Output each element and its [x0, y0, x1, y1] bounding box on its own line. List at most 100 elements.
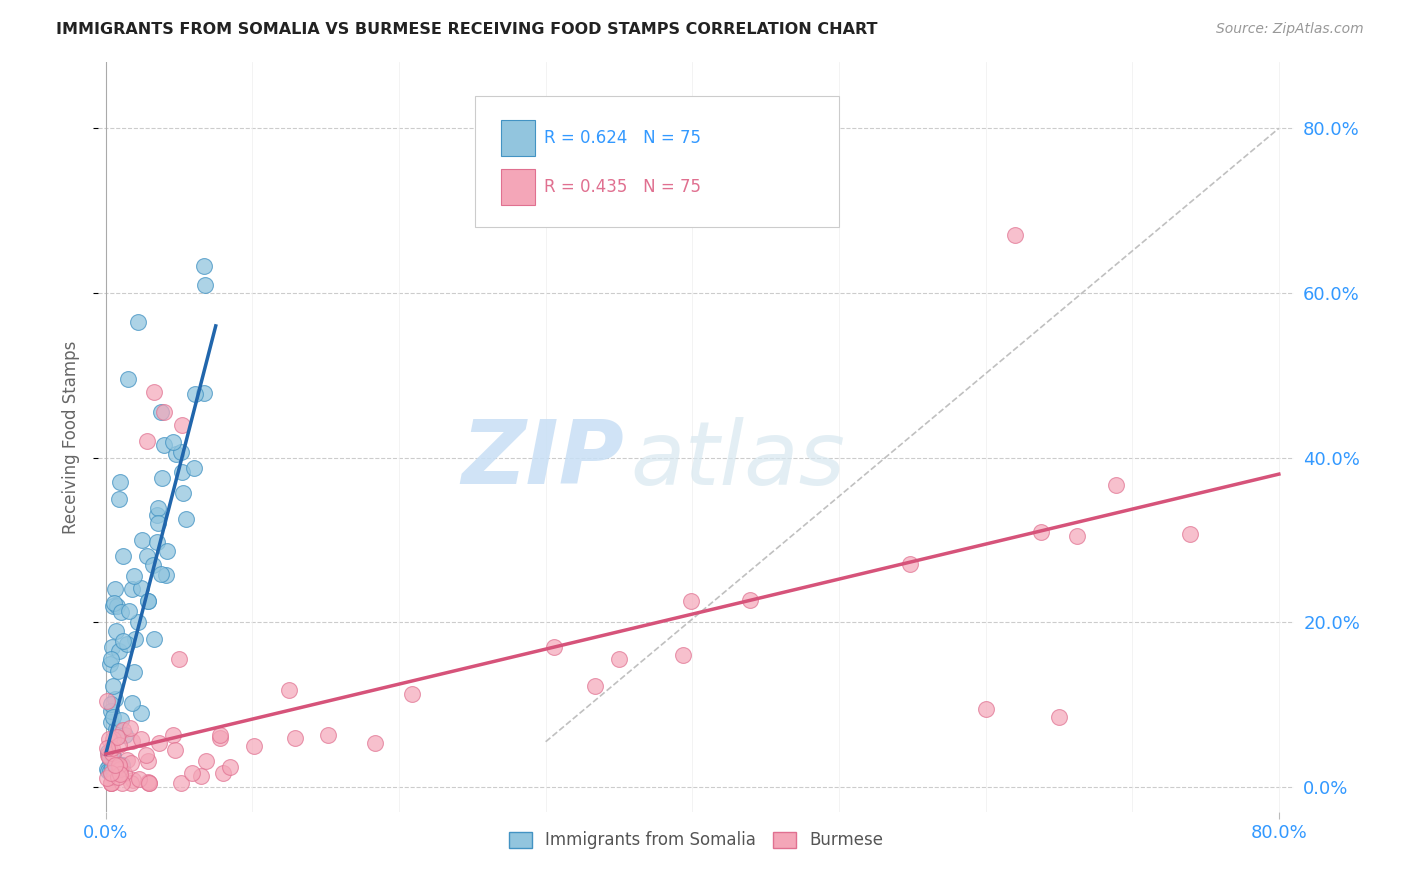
- Point: [114, 728, 136, 742]
- Point: [155, 544, 177, 558]
- Point: [364, 736, 387, 750]
- Point: [138, 776, 160, 790]
- Point: [128, 772, 150, 786]
- Point: [180, 766, 202, 780]
- Point: [143, 384, 166, 399]
- Point: [146, 508, 169, 523]
- Point: [96, 694, 118, 708]
- Point: [583, 679, 606, 693]
- Point: [316, 729, 339, 743]
- Point: [142, 558, 165, 572]
- Point: [135, 549, 157, 564]
- Point: [101, 679, 124, 693]
- Point: [111, 758, 134, 772]
- Point: [401, 687, 423, 701]
- Point: [681, 594, 703, 608]
- Point: [135, 434, 157, 449]
- Point: [136, 775, 159, 789]
- Point: [103, 764, 125, 778]
- Point: [195, 754, 218, 768]
- Point: [1047, 710, 1070, 724]
- Point: [136, 593, 159, 607]
- Point: [898, 558, 921, 572]
- Point: [112, 723, 135, 738]
- Point: [1105, 478, 1128, 492]
- Point: [98, 764, 121, 778]
- Point: [110, 713, 132, 727]
- Point: [110, 475, 132, 490]
- Text: IMMIGRANTS FROM SOMALIA VS BURMESE RECEIVING FOOD STAMPS CORRELATION CHART: IMMIGRANTS FROM SOMALIA VS BURMESE RECEI…: [56, 22, 877, 37]
- Point: [110, 758, 132, 772]
- Point: [183, 460, 205, 475]
- Point: [740, 593, 762, 607]
- Point: [211, 766, 233, 780]
- Point: [100, 776, 122, 790]
- Point: [284, 731, 307, 745]
- Point: [169, 445, 191, 459]
- Point: [208, 731, 231, 746]
- Point: [108, 766, 131, 780]
- Point: [150, 566, 173, 581]
- Point: [136, 754, 159, 768]
- Point: [98, 657, 121, 671]
- Point: [607, 652, 630, 666]
- Point: [100, 765, 122, 780]
- Point: [672, 648, 695, 663]
- Point: [121, 696, 143, 710]
- Point: [107, 770, 129, 784]
- Point: [117, 372, 139, 386]
- Point: [101, 731, 124, 746]
- Point: [129, 731, 152, 746]
- Point: [107, 738, 129, 752]
- Point: [190, 769, 212, 783]
- Point: [543, 640, 565, 654]
- Point: [1066, 529, 1088, 543]
- Legend: Immigrants from Somalia, Burmese: Immigrants from Somalia, Burmese: [502, 824, 890, 855]
- Point: [108, 762, 131, 776]
- Point: [162, 435, 184, 450]
- Point: [170, 776, 193, 790]
- Point: [165, 743, 187, 757]
- Point: [107, 664, 129, 678]
- Point: [974, 702, 997, 716]
- Point: [146, 534, 169, 549]
- Point: [96, 772, 118, 786]
- Point: [108, 759, 131, 773]
- Point: [101, 710, 124, 724]
- Point: [104, 722, 127, 736]
- Point: [97, 764, 120, 778]
- Point: [111, 776, 134, 790]
- Point: [219, 759, 242, 773]
- Point: [138, 776, 160, 790]
- Point: [1029, 524, 1052, 539]
- Point: [96, 762, 118, 776]
- Point: [146, 501, 169, 516]
- Point: [193, 386, 215, 401]
- Point: [153, 438, 176, 452]
- Point: [242, 739, 264, 753]
- Y-axis label: Receiving Food Stamps: Receiving Food Stamps: [62, 341, 80, 533]
- Point: [107, 757, 129, 772]
- Point: [98, 750, 121, 764]
- Point: [127, 615, 149, 630]
- Point: [97, 731, 120, 746]
- Point: [121, 582, 143, 597]
- Point: [112, 766, 135, 780]
- Point: [143, 632, 166, 646]
- Point: [122, 569, 145, 583]
- Point: [1178, 526, 1201, 541]
- Point: [193, 259, 215, 273]
- Point: [107, 644, 129, 658]
- Point: [100, 652, 122, 666]
- Point: [167, 652, 190, 666]
- Point: [172, 485, 194, 500]
- Point: [101, 746, 124, 760]
- Point: [103, 770, 125, 784]
- Point: [97, 747, 120, 762]
- Point: [277, 683, 299, 698]
- Point: [131, 533, 153, 547]
- Point: [165, 447, 187, 461]
- Point: [115, 637, 138, 651]
- Point: [101, 599, 124, 613]
- Point: [107, 730, 129, 744]
